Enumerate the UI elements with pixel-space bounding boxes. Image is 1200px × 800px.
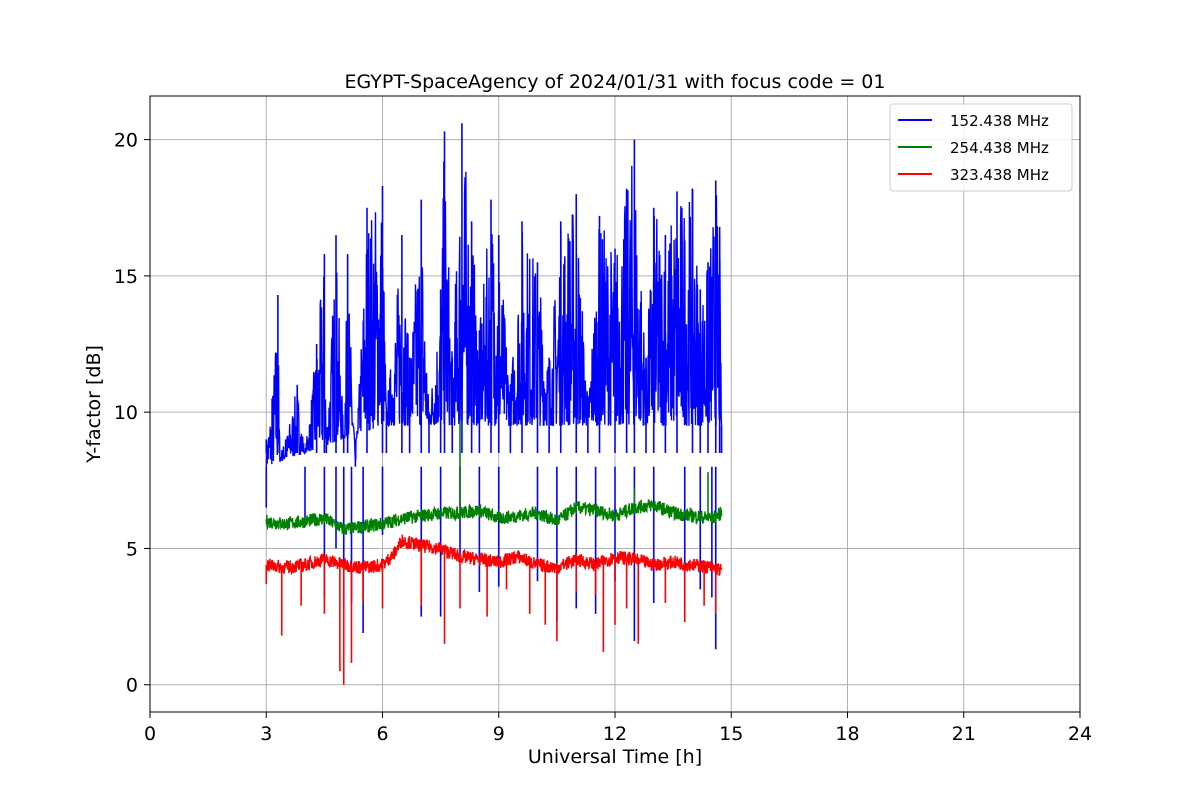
x-tick-label: 15 (719, 723, 743, 745)
legend-label: 254.438 MHz (950, 139, 1049, 157)
x-tick-label: 24 (1068, 723, 1092, 745)
legend-label: 323.438 MHz (950, 166, 1049, 184)
x-axis-label: Universal Time [h] (528, 746, 702, 768)
x-tick-label: 6 (376, 723, 388, 745)
x-tick-label: 18 (835, 723, 859, 745)
chart-title: EGYPT-SpaceAgency of 2024/01/31 with foc… (345, 71, 886, 93)
series-line (265, 498, 723, 535)
y-tick-label: 0 (126, 675, 138, 697)
x-tick-label: 21 (952, 723, 976, 745)
y-tick-label: 10 (114, 402, 138, 424)
x-tick-label: 3 (260, 723, 272, 745)
x-tick-label: 12 (603, 723, 627, 745)
series-2 (265, 534, 723, 685)
legend: 152.438 MHz 254.438 MHz 323.438 MHz (889, 103, 1073, 192)
y-tick-label: 20 (114, 130, 138, 152)
x-tick-label: 9 (493, 723, 505, 745)
series-line (265, 534, 723, 576)
axis-ticks: 0 3 6 9 12 15 18 21 24 0 5 10 15 20 (114, 130, 1092, 745)
series-1 (265, 420, 723, 535)
series-0 (265, 123, 723, 650)
plot-series (265, 123, 723, 685)
legend-label: 152.438 MHz (950, 112, 1049, 130)
y-tick-label: 5 (126, 538, 138, 560)
y-tick-label: 15 (114, 266, 138, 288)
legend-box (889, 103, 1073, 192)
x-tick-label: 0 (144, 723, 156, 745)
y-axis-label: Y-factor [dB] (83, 345, 105, 464)
